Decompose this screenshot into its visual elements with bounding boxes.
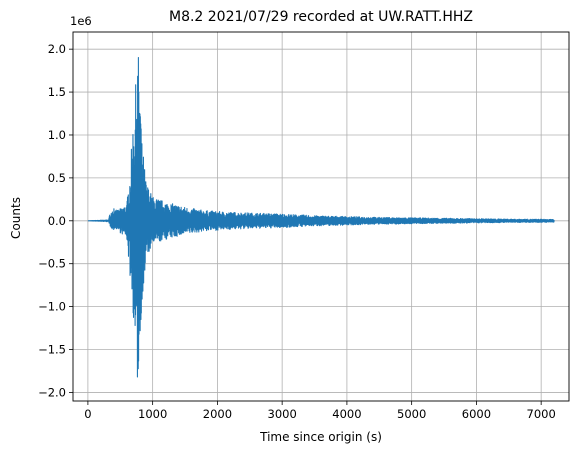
x-tick-label: 2000 xyxy=(203,407,232,421)
axes-frame xyxy=(72,31,570,402)
x-tick-label: 0 xyxy=(84,407,91,421)
x-tick-label: 5000 xyxy=(397,407,426,421)
y-tick-label: 0.5 xyxy=(48,171,66,185)
y-tick-label: 1.0 xyxy=(48,128,66,142)
y-tick-label: −1.5 xyxy=(38,343,66,357)
waveform-series-line xyxy=(87,56,555,378)
y-tick-label: 1.5 xyxy=(48,85,66,99)
y-tick-label: −2.0 xyxy=(38,385,66,399)
y-tick-label: 2.0 xyxy=(48,42,66,56)
x-tick-label: 6000 xyxy=(462,407,491,421)
x-tick-label: 7000 xyxy=(527,407,556,421)
x-tick-label: 4000 xyxy=(332,407,361,421)
y-axis-label: Counts xyxy=(9,197,23,239)
y-scale-label: 1e6 xyxy=(70,14,92,28)
y-tick-label: −0.5 xyxy=(38,257,66,271)
chart-title: M8.2 2021/07/29 recorded at UW.RATT.HHZ xyxy=(169,9,473,25)
x-tick-label: 1000 xyxy=(138,407,167,421)
x-axis-label: Time since origin (s) xyxy=(259,430,382,444)
y-tick-label: 0.0 xyxy=(48,214,66,228)
plot-area xyxy=(87,56,555,378)
x-tick-label: 3000 xyxy=(268,407,297,421)
y-tick-label: −1.0 xyxy=(38,300,66,314)
grid-lines xyxy=(73,32,569,401)
y-axis: −2.0 −1.5 −1.0 −0.5 0.0 0.5 1.0 1.5 2.0 xyxy=(38,42,73,399)
x-axis: 0 1000 2000 3000 4000 5000 6000 7000 xyxy=(84,401,556,421)
